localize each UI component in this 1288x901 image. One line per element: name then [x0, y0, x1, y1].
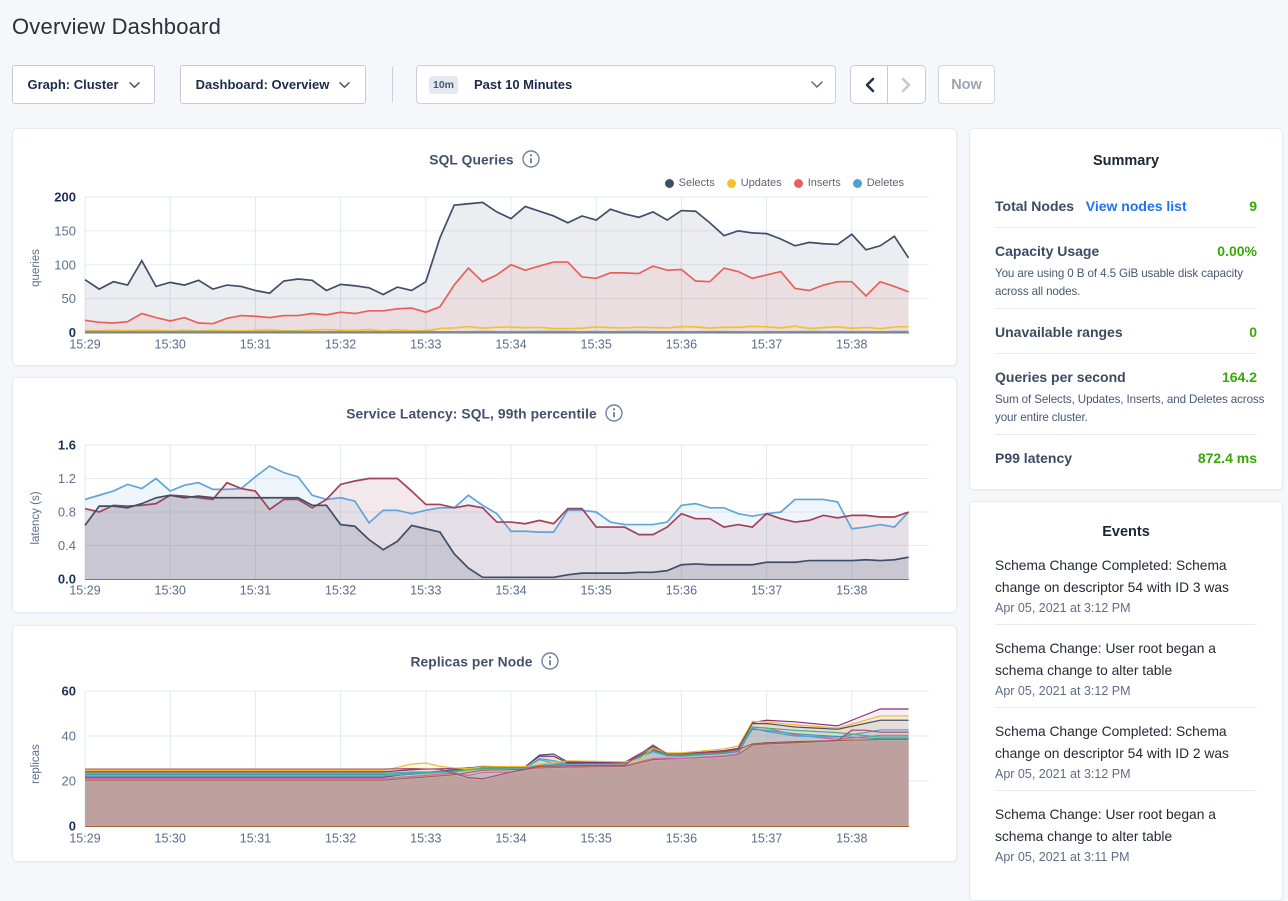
svg-text:15:31: 15:31 [240, 832, 271, 846]
svg-text:20: 20 [62, 774, 76, 789]
svg-text:15:36: 15:36 [666, 338, 697, 352]
svg-text:150: 150 [54, 223, 76, 238]
svg-text:15:35: 15:35 [581, 832, 612, 846]
svg-text:50: 50 [62, 291, 76, 306]
svg-text:15:31: 15:31 [240, 584, 271, 598]
svg-text:15:36: 15:36 [666, 584, 697, 598]
svg-text:1.6: 1.6 [58, 438, 76, 453]
svg-text:15:34: 15:34 [495, 338, 526, 352]
svg-text:40: 40 [62, 729, 76, 744]
svg-text:15:29: 15:29 [69, 338, 100, 352]
svg-text:200: 200 [54, 190, 76, 205]
svg-text:15:30: 15:30 [155, 584, 186, 598]
svg-text:0.8: 0.8 [58, 505, 76, 520]
svg-text:15:37: 15:37 [751, 832, 782, 846]
svg-text:15:31: 15:31 [240, 338, 271, 352]
svg-text:15:29: 15:29 [69, 584, 100, 598]
svg-text:15:38: 15:38 [836, 584, 867, 598]
svg-text:0: 0 [69, 325, 76, 340]
svg-text:queries: queries [30, 249, 42, 287]
svg-text:15:35: 15:35 [581, 584, 612, 598]
svg-text:15:30: 15:30 [155, 338, 186, 352]
svg-text:100: 100 [54, 257, 76, 272]
svg-text:15:33: 15:33 [410, 584, 441, 598]
svg-text:15:30: 15:30 [155, 832, 186, 846]
svg-text:15:32: 15:32 [325, 338, 356, 352]
svg-text:15:32: 15:32 [325, 584, 356, 598]
svg-text:15:34: 15:34 [495, 584, 526, 598]
svg-text:latency (s): latency (s) [30, 491, 42, 544]
svg-text:15:37: 15:37 [751, 584, 782, 598]
svg-text:15:34: 15:34 [495, 832, 526, 846]
svg-text:15:38: 15:38 [836, 338, 867, 352]
svg-text:replicas: replicas [30, 744, 42, 784]
svg-text:15:36: 15:36 [666, 832, 697, 846]
svg-text:15:37: 15:37 [751, 338, 782, 352]
svg-text:0.4: 0.4 [58, 538, 76, 553]
svg-text:1.2: 1.2 [58, 471, 76, 486]
svg-text:15:33: 15:33 [410, 338, 441, 352]
svg-text:60: 60 [62, 684, 76, 699]
svg-text:0: 0 [69, 819, 76, 834]
svg-text:15:38: 15:38 [836, 832, 867, 846]
svg-text:15:29: 15:29 [69, 832, 100, 846]
svg-text:0.0: 0.0 [58, 572, 76, 587]
svg-text:15:33: 15:33 [410, 832, 441, 846]
svg-text:15:32: 15:32 [325, 832, 356, 846]
svg-text:15:35: 15:35 [581, 338, 612, 352]
